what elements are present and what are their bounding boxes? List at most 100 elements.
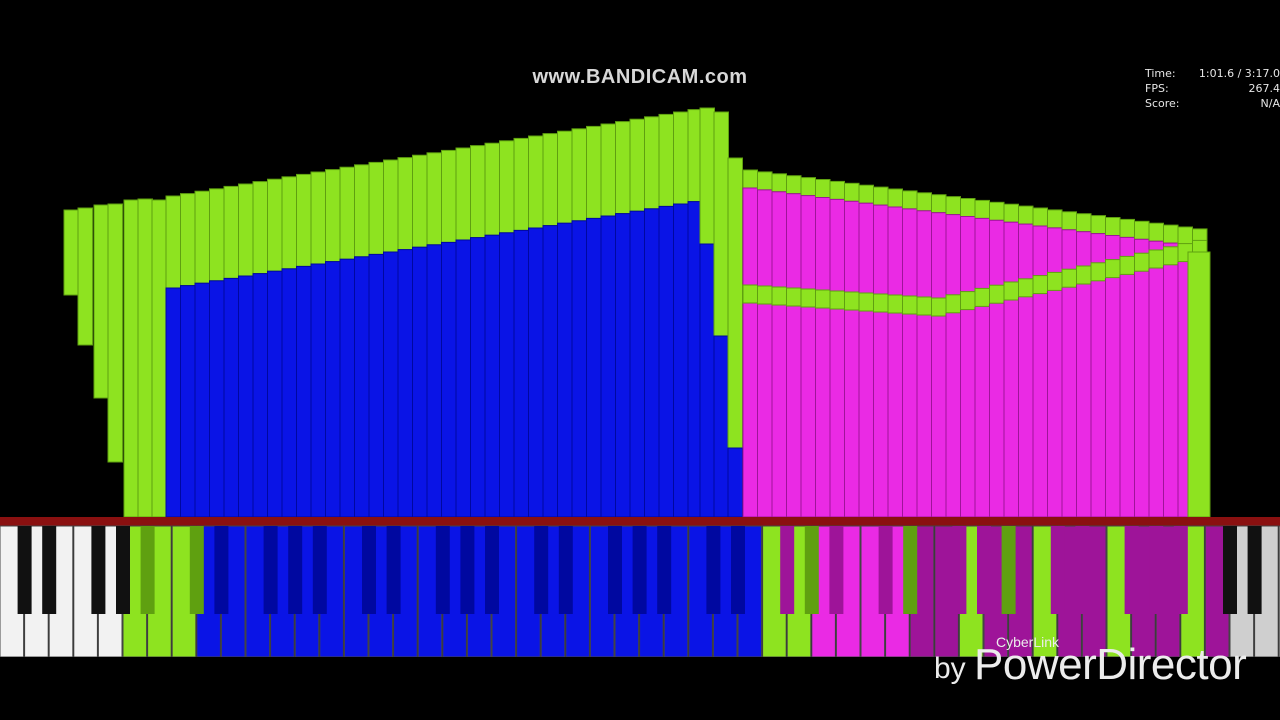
note-green: [1047, 209, 1063, 229]
note-blue: [412, 246, 428, 518]
score-row: Score: N/A: [1145, 96, 1280, 111]
note-green: [77, 207, 93, 346]
note-blue: [354, 256, 370, 518]
black-key: [657, 526, 672, 614]
black-key: [42, 526, 57, 614]
note-blue: [368, 253, 384, 518]
note-green: [397, 157, 413, 251]
black-key: [1001, 526, 1016, 614]
note-green: [296, 173, 312, 267]
note-magenta: [974, 217, 990, 518]
note-magenta: [844, 200, 860, 518]
time-label: Time:: [1145, 67, 1176, 80]
black-key: [1173, 526, 1188, 614]
note-green: [1032, 207, 1048, 227]
note-magenta: [902, 208, 918, 518]
note-blue: [571, 220, 587, 518]
note-green: [629, 118, 645, 212]
note-green: [1032, 275, 1048, 295]
note-blue: [238, 275, 254, 518]
time-value: 1:01.6 / 3:17.0: [1198, 67, 1280, 80]
note-blue: [484, 234, 500, 518]
time-row: Time: 1:01.6 / 3:17.0: [1145, 66, 1280, 81]
note-green: [757, 285, 773, 305]
note-green: [1119, 255, 1135, 275]
note-green: [699, 107, 715, 245]
note-green: [441, 149, 457, 243]
note-green: [945, 196, 961, 216]
note-green: [1076, 213, 1092, 233]
note-green: [1177, 226, 1193, 246]
black-key: [140, 526, 155, 614]
note-green: [1163, 224, 1179, 244]
black-key: [608, 526, 622, 614]
note-green: [107, 203, 123, 463]
note-blue: [499, 232, 515, 518]
note-magenta: [757, 189, 773, 518]
note-green: [829, 180, 845, 200]
black-key: [706, 526, 721, 614]
note-blue: [194, 282, 210, 518]
note-blue: [600, 215, 616, 518]
note-magenta: [800, 195, 816, 518]
black-key: [386, 526, 401, 614]
note-green: [844, 291, 860, 311]
by-text: by: [934, 652, 966, 685]
note-blue: [281, 268, 297, 518]
note-magenta: [887, 206, 903, 518]
black-key: [1075, 526, 1090, 614]
note-green: [151, 199, 167, 518]
note-blue: [209, 280, 225, 518]
black-key: [460, 526, 475, 614]
note-green: [815, 289, 831, 309]
note-green: [426, 152, 442, 246]
note-blue: [586, 217, 602, 518]
note-green: [528, 135, 544, 229]
note-green: [1061, 268, 1077, 288]
note-green: [742, 284, 758, 304]
black-key: [91, 526, 106, 614]
black-key: [829, 526, 844, 614]
black-key: [903, 526, 918, 614]
note-green: [180, 193, 196, 287]
note-blue: [513, 229, 529, 518]
note-blue: [426, 244, 442, 518]
note-green: [1105, 259, 1121, 279]
note-green: [267, 178, 283, 272]
note-magenta: [815, 197, 831, 518]
black-key: [1247, 526, 1262, 614]
black-key: [632, 526, 647, 614]
note-blue: [615, 213, 631, 518]
note-green: [281, 176, 297, 270]
note-blue: [325, 261, 341, 518]
note-green: [238, 183, 254, 277]
note-green: [658, 113, 674, 207]
note-green: [931, 194, 947, 214]
note-green: [165, 195, 181, 289]
note-blue: [542, 225, 558, 518]
black-key: [1149, 526, 1164, 614]
note-green: [887, 294, 903, 314]
note-green: [1134, 220, 1150, 240]
note-blue: [397, 249, 413, 518]
note-green: [1187, 251, 1211, 518]
note-blue: [470, 237, 486, 518]
note-green: [829, 290, 845, 310]
note-green: [858, 184, 874, 204]
black-key: [312, 526, 327, 614]
note-magenta: [742, 187, 758, 518]
note-green: [1163, 246, 1179, 266]
note-green: [310, 171, 326, 265]
note-green: [989, 201, 1005, 221]
note-magenta: [771, 191, 787, 518]
note-green: [844, 182, 860, 202]
note-green: [644, 116, 660, 210]
note-green: [586, 125, 602, 219]
note-green: [1076, 265, 1092, 285]
black-key: [878, 526, 893, 614]
score-value: N/A: [1260, 97, 1280, 110]
black-key: [288, 526, 303, 614]
note-green: [455, 147, 471, 241]
note-magenta: [1047, 227, 1063, 518]
note-green: [571, 128, 587, 222]
